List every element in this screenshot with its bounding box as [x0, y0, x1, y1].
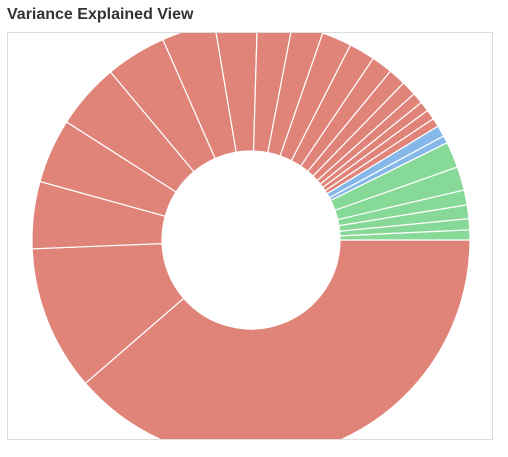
chart-panel: [7, 32, 493, 440]
variance-donut-chart: [8, 33, 493, 440]
panel-title: Variance Explained View: [7, 6, 193, 24]
